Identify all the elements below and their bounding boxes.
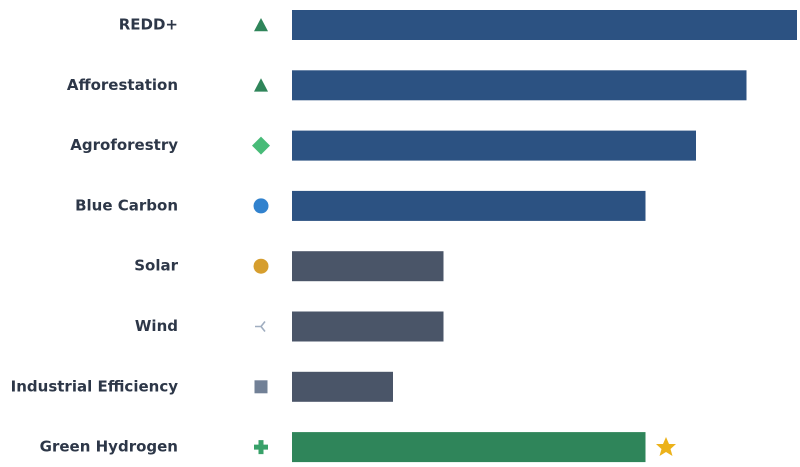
marker (252, 136, 270, 155)
marker (254, 380, 268, 394)
bar (292, 251, 444, 282)
bar (292, 10, 797, 40)
y-tick-label: Green Hydrogen (40, 438, 178, 456)
y-tick-label: REDD+ (119, 16, 178, 34)
y-tick-label: Blue Carbon (75, 196, 178, 214)
marker (254, 78, 268, 92)
bar (292, 432, 646, 463)
y-tick-label: Afforestation (67, 76, 178, 94)
bar (292, 190, 646, 221)
marker (254, 18, 268, 32)
marker (255, 321, 266, 332)
marker (253, 198, 269, 214)
marker (253, 258, 269, 274)
bar (292, 371, 393, 402)
y-tick-label: Wind (135, 317, 178, 335)
bar (292, 311, 444, 342)
y-tick-label: Solar (134, 257, 178, 275)
marker (254, 440, 268, 455)
bar (292, 70, 747, 101)
highlight-star (656, 437, 676, 456)
bar (292, 130, 696, 161)
y-tick-label: Agroforestry (70, 136, 178, 154)
y-tick-label: Industrial Efficiency (11, 377, 179, 395)
